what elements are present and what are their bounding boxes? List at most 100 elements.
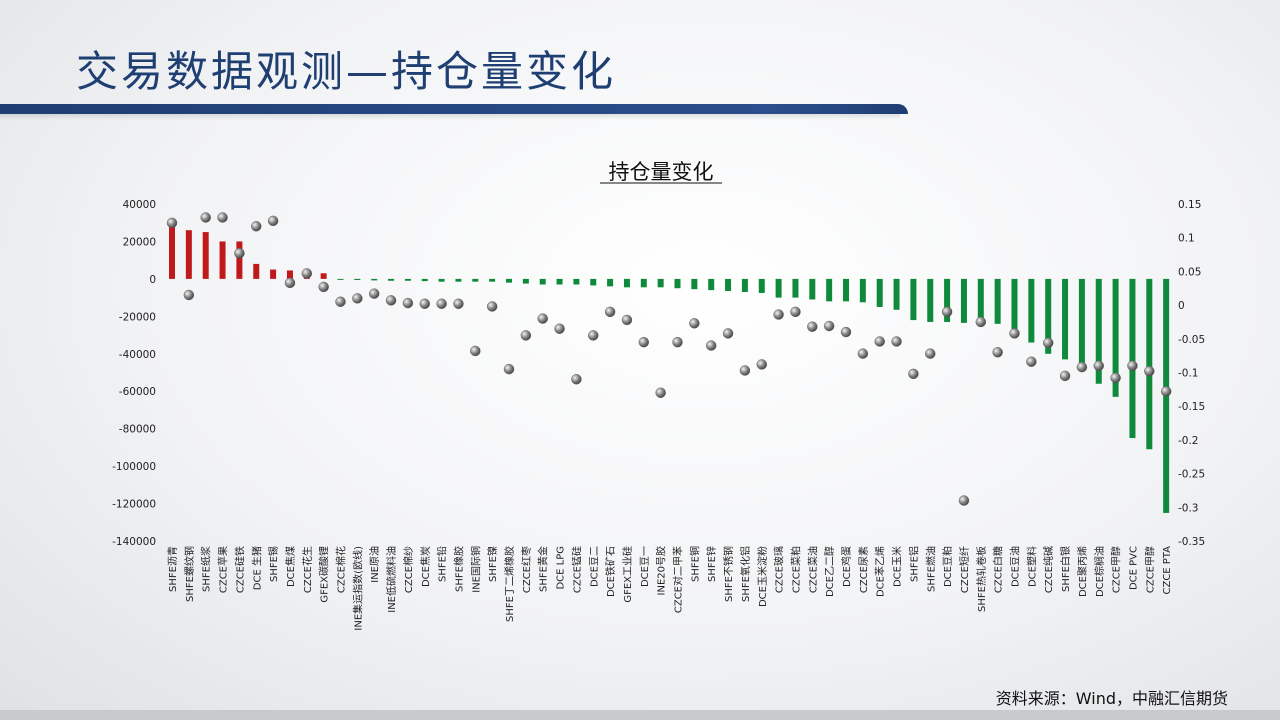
bar-40: [843, 278, 849, 302]
ratio-point-55: [1093, 360, 1104, 371]
bar-31: [691, 278, 698, 290]
bar-55: [1095, 278, 1102, 384]
bar-50: [1011, 278, 1018, 333]
category-label-35: DCE玉米淀粉: [756, 546, 769, 607]
bar-25: [590, 278, 597, 286]
bar-0: [169, 222, 175, 279]
category-label-59: CZCE PTA: [1162, 546, 1173, 595]
category-label-48: SHFE热轧卷板: [975, 546, 988, 612]
left-axis-tick-label: 20000: [123, 236, 156, 248]
bar-58: [1146, 278, 1153, 450]
category-label-43: DCE玉米: [891, 546, 904, 587]
bar-47: [960, 278, 967, 323]
ratio-point-54: [1076, 361, 1088, 373]
header-bar: [0, 104, 908, 114]
ratio-point-16: [436, 298, 447, 309]
category-label-13: INE低硫燃料油: [385, 546, 398, 613]
bar-38: [809, 278, 816, 300]
bottom-bar: [0, 710, 1280, 720]
ratio-point-35: [756, 359, 767, 370]
bar-34: [741, 278, 748, 292]
bar-24: [573, 278, 580, 285]
bar-21: [522, 278, 529, 284]
left-axis-tick-label: -140000: [112, 536, 156, 548]
ratio-point-56: [1110, 372, 1121, 384]
category-label-10: CZCE棉花: [335, 546, 348, 593]
bar-52: [1045, 278, 1052, 354]
category-label-46: DCE豆粕: [941, 546, 954, 587]
category-label-18: INE国际铜: [470, 546, 482, 593]
right-axis-tick-label: -0.3: [1178, 502, 1199, 514]
bar-32: [708, 278, 715, 291]
ratio-point-10: [335, 296, 346, 307]
left-axis-tick-label: -20000: [119, 311, 156, 323]
bar-15: [421, 278, 428, 282]
ratio-point-14: [402, 297, 414, 309]
category-label-12: INE原油: [368, 546, 381, 583]
category-label-3: CZCE苹果: [217, 546, 230, 593]
left-axis-tick-label: -120000: [112, 499, 156, 511]
bar-49: [994, 278, 1001, 324]
ratio-point-51: [1026, 356, 1037, 367]
ratio-point-36: [773, 309, 784, 320]
bar-7: [286, 270, 293, 279]
bar-2: [202, 232, 209, 279]
right-axis-tick-label: 0.1: [1178, 233, 1195, 245]
bar-4: [236, 241, 243, 279]
ratio-point-52: [1042, 337, 1054, 349]
bar-13: [388, 278, 395, 281]
bar-35: [758, 278, 765, 293]
category-label-14: CZCE棉纱: [402, 546, 415, 593]
right-axis-tick-label: 0.15: [1178, 199, 1201, 211]
ratio-point-12: [369, 288, 380, 299]
ratio-point-43: [891, 336, 902, 347]
left-axis-tick-label: -60000: [119, 386, 156, 398]
category-label-7: DCE焦煤: [284, 546, 297, 587]
category-label-11: INE集运指数(欧线): [351, 546, 364, 631]
bar-56: [1112, 278, 1119, 397]
chart-title: 持仓量变化: [609, 160, 714, 184]
ratio-point-13: [385, 295, 397, 306]
bar-37: [792, 278, 799, 298]
bar-29: [657, 278, 664, 288]
ratio-point-30: [672, 336, 683, 348]
ratio-point-29: [655, 387, 666, 398]
bar-41: [859, 278, 866, 303]
ratio-point-45: [925, 348, 936, 359]
category-label-5: DCE 生猪: [250, 546, 263, 590]
ratio-point-42: [874, 336, 885, 347]
bar-12: [371, 278, 378, 281]
category-label-47: CZCE短纤: [958, 546, 971, 593]
category-label-16: SHFE铅: [436, 546, 449, 582]
right-axis-tick-label: -0.1: [1178, 368, 1199, 380]
ratio-point-19: [486, 301, 498, 312]
left-axis-tick-label: -40000: [119, 349, 156, 361]
ratio-point-7: [284, 277, 296, 289]
bar-44: [910, 278, 917, 321]
bar-16: [438, 278, 445, 282]
category-label-9: GFEX碳酸锂: [318, 546, 331, 603]
ratio-point-48: [975, 316, 986, 328]
category-label-40: DCE鸡蛋: [840, 546, 853, 587]
ratio-point-24: [571, 374, 582, 385]
ratio-point-0: [166, 217, 178, 229]
ratio-point-38: [807, 321, 818, 332]
category-label-50: DCE豆油: [1009, 546, 1022, 587]
ratio-point-26: [604, 306, 616, 318]
ratio-point-37: [790, 306, 801, 318]
ratio-point-3: [217, 212, 228, 223]
category-label-27: GFEX工业硅: [621, 546, 634, 603]
bar-39: [826, 278, 833, 302]
ratio-point-28: [638, 336, 649, 348]
bar-1: [185, 230, 192, 279]
bar-18: [472, 278, 479, 282]
category-label-45: SHFE燃油: [924, 546, 937, 592]
source-note: 资料来源：Wind，中融汇信期货: [995, 689, 1228, 708]
category-label-24: CZCE锰硅: [570, 546, 583, 593]
bar-22: [539, 278, 546, 285]
bar-5: [253, 263, 260, 279]
ratio-point-47: [958, 495, 970, 506]
ratio-point-8: [301, 268, 312, 279]
category-label-1: SHFE螺纹钢: [183, 546, 196, 602]
category-label-8: CZCE花生: [301, 546, 314, 593]
